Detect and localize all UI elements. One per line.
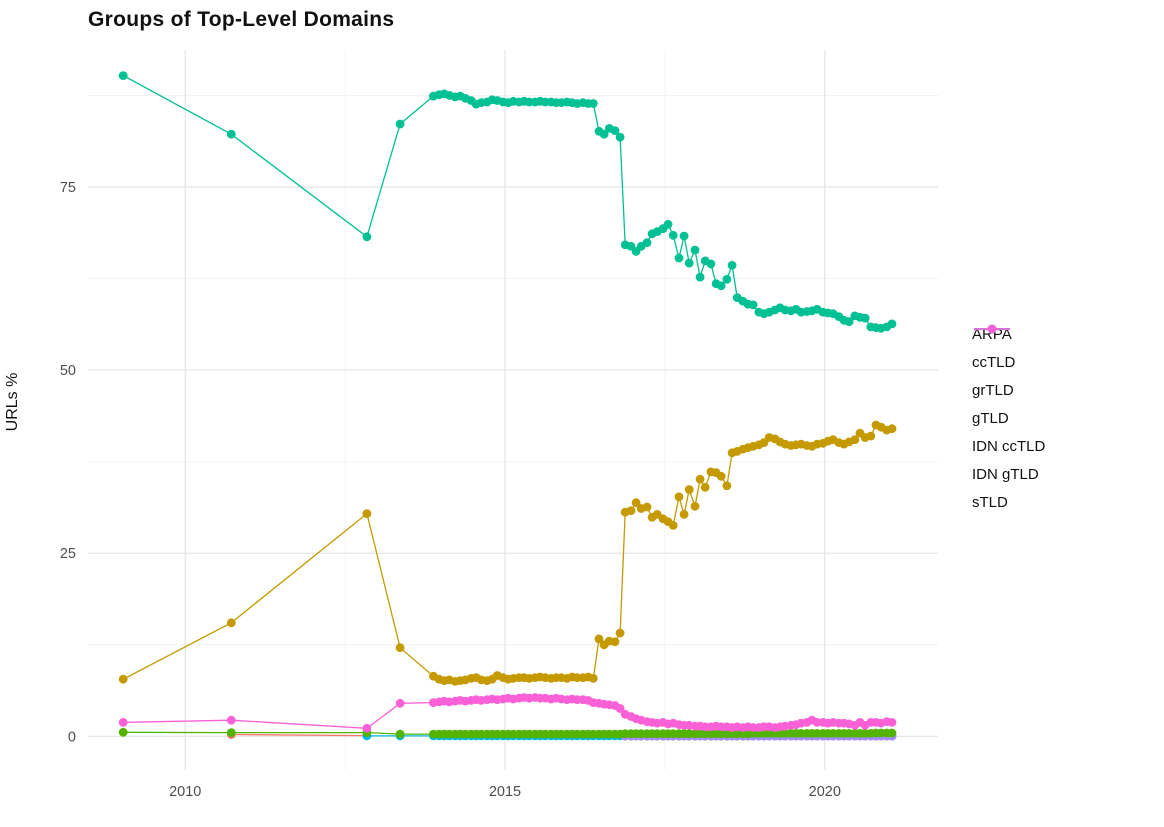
legend-item-grtld: grTLD xyxy=(972,324,1045,404)
legend-key-dot xyxy=(987,324,997,334)
chart-title: Groups of Top-Level Domains xyxy=(88,8,395,31)
y-tick-label: 75 xyxy=(60,180,76,196)
y-tick-label: 25 xyxy=(60,546,76,562)
data-point-gtld xyxy=(844,317,854,327)
legend-item-idn-cctld: IDN ccTLD xyxy=(972,324,1046,460)
x-tick-label: 2015 xyxy=(489,784,521,800)
data-point-cctld xyxy=(226,618,236,628)
data-point-gtld xyxy=(722,274,732,284)
legend-item-idn-gtld: IDN gTLD xyxy=(972,324,1045,488)
data-point-gtld xyxy=(860,313,870,323)
major-gridlines xyxy=(88,50,938,770)
data-point-cctld xyxy=(631,498,641,508)
data-point-gtld xyxy=(674,253,684,263)
data-point-cctld xyxy=(395,643,405,653)
data-point-gtld xyxy=(748,300,758,310)
data-point-gtld xyxy=(663,219,673,229)
data-point-stld xyxy=(615,704,625,713)
data-point-grtld xyxy=(226,728,236,737)
data-point-cctld xyxy=(594,634,604,644)
y-tick-label: 0 xyxy=(68,729,76,745)
y-tick-label: 50 xyxy=(60,363,76,379)
data-point-cctld xyxy=(118,674,128,684)
data-point-stld xyxy=(362,723,372,733)
series-gtld xyxy=(118,71,897,333)
data-point-gtld xyxy=(684,258,694,268)
data-point-gtld xyxy=(599,129,609,139)
legend-label: ccTLD xyxy=(972,353,1016,371)
data-point-gtld xyxy=(118,71,128,80)
data-point-cctld xyxy=(850,435,860,445)
data-point-gtld xyxy=(610,126,620,135)
legend: ARPA ccTLD grTLD gTLD IDN ccTLD IDN gTLD sTLD xyxy=(972,320,1045,516)
data-point-stld xyxy=(226,715,236,725)
data-point-cctld xyxy=(615,628,625,638)
data-point-cctld xyxy=(887,424,897,434)
legend-label: ARPA xyxy=(972,325,1012,343)
series-line-gtld xyxy=(122,75,893,329)
data-series xyxy=(118,71,897,741)
data-point-gtld xyxy=(887,319,897,329)
legend-label: sTLD xyxy=(972,493,1008,511)
data-point-stld xyxy=(395,698,405,708)
data-point-gtld xyxy=(679,231,689,241)
legend-key-icon xyxy=(974,324,1010,334)
data-point-cctld xyxy=(588,674,598,683)
data-point-cctld xyxy=(610,637,620,647)
data-point-gtld xyxy=(706,259,716,269)
axis-tick-labels: 0 25 50 75 2010 2015 2020 xyxy=(60,180,841,800)
data-point-cctld xyxy=(642,502,652,512)
data-point-gtld xyxy=(588,99,598,108)
data-point-gtld xyxy=(615,132,625,142)
series-arpa xyxy=(226,730,372,740)
data-point-cctld xyxy=(690,501,700,511)
data-point-gtld xyxy=(642,238,652,248)
data-point-stld xyxy=(887,718,897,727)
data-point-gtld xyxy=(362,232,372,242)
data-point-cctld xyxy=(362,509,372,518)
legend-item-stld: sTLD xyxy=(972,324,1045,516)
legend-item-cctld: ccTLD xyxy=(972,324,1045,376)
data-point-cctld xyxy=(684,485,694,494)
minor-gridlines xyxy=(88,50,938,770)
data-point-stld xyxy=(118,718,128,727)
legend-item-gtld: gTLD xyxy=(972,324,1045,432)
series-cctld xyxy=(118,420,897,686)
data-point-gtld xyxy=(226,129,236,139)
legend-label: IDN gTLD xyxy=(972,465,1039,483)
legend-label: grTLD xyxy=(972,381,1014,399)
data-point-grtld xyxy=(118,727,128,737)
data-point-cctld xyxy=(679,510,689,519)
series-line-arpa xyxy=(231,733,367,737)
data-point-cctld xyxy=(695,474,705,484)
legend-label: gTLD xyxy=(972,409,1009,427)
data-point-grtld xyxy=(395,729,405,739)
data-point-cctld xyxy=(668,521,678,530)
data-point-cctld xyxy=(716,471,726,481)
data-point-gtld xyxy=(716,281,726,291)
data-point-cctld xyxy=(626,506,636,516)
data-point-gtld xyxy=(668,230,678,240)
data-point-gtld xyxy=(395,119,405,129)
data-point-cctld xyxy=(674,492,684,502)
data-point-gtld xyxy=(695,272,705,282)
x-tick-label: 2010 xyxy=(169,784,201,800)
data-point-gtld xyxy=(727,260,737,270)
x-tick-label: 2020 xyxy=(809,784,841,800)
data-point-gtld xyxy=(690,245,700,255)
data-point-cctld xyxy=(700,482,710,492)
series-stld xyxy=(118,693,897,733)
data-point-grtld xyxy=(887,728,897,738)
data-point-cctld xyxy=(866,431,876,441)
data-point-cctld xyxy=(722,481,732,491)
series-grtld xyxy=(118,727,897,739)
legend-label: IDN ccTLD xyxy=(972,437,1046,455)
